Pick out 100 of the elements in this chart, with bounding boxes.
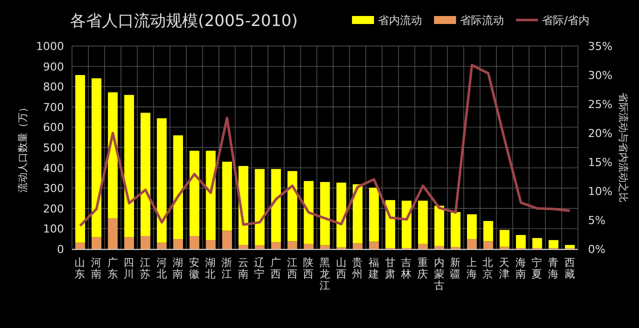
- bar: [369, 188, 379, 242]
- x-tick-label: 云南: [238, 257, 249, 280]
- x-tick-label: 山东: [74, 256, 86, 280]
- x-tick-label: 黑龙江: [320, 257, 330, 292]
- y2-tick-label: 10%: [588, 185, 612, 198]
- x-tick-label: 山西: [336, 256, 347, 280]
- x-tick-label: 陕西: [303, 257, 314, 280]
- x-tick-label: 广西: [270, 256, 282, 280]
- bar: [320, 245, 330, 249]
- y-tick-label: 1000: [36, 40, 64, 53]
- x-tick-label: 辽宁: [254, 257, 266, 280]
- x-tick-label: 新疆: [450, 256, 462, 280]
- y-axis-title: 流动人口数量（万）: [17, 102, 29, 192]
- bar: [434, 206, 444, 246]
- bar: [190, 150, 200, 236]
- bar: [124, 94, 134, 238]
- bar: [108, 218, 118, 249]
- x-tick-label: 湖南: [172, 257, 184, 280]
- y2-axis-title: 省际流动与省内流动之比: [617, 92, 629, 202]
- bar: [516, 234, 526, 248]
- bar: [369, 242, 379, 249]
- bar: [352, 243, 363, 249]
- bar: [156, 118, 167, 243]
- x-tick-label: 广东: [107, 256, 118, 280]
- x-tick-label: 重庆: [417, 256, 428, 280]
- x-tick-label: 天津: [499, 257, 510, 280]
- x-tick-label: 北京: [482, 256, 494, 280]
- bar: [254, 245, 265, 249]
- bar: [271, 169, 281, 242]
- bar: [483, 241, 494, 249]
- y-tick-label: 500: [43, 142, 64, 154]
- x-tick-label: 吉林: [400, 256, 412, 280]
- bar: [287, 241, 298, 249]
- bar: [222, 162, 232, 231]
- bar: [238, 244, 248, 249]
- x-tick-label: 贵州: [352, 256, 364, 280]
- y-tick-label: 900: [43, 60, 64, 74]
- bar: [467, 214, 477, 240]
- y-tick-label: 300: [43, 182, 64, 196]
- chart-title: 各省人口流动规模(2005-2010): [70, 11, 298, 30]
- y2-tick-label: 20%: [588, 127, 612, 140]
- bar: [287, 171, 298, 242]
- bar: [222, 230, 232, 249]
- y2-tick-label: 15%: [588, 156, 612, 169]
- y-tick-label: 200: [43, 202, 64, 216]
- bar: [92, 237, 102, 249]
- bar: [467, 239, 477, 249]
- bar: [434, 246, 444, 249]
- bar: [140, 112, 150, 236]
- y-tick-label: 400: [43, 162, 64, 175]
- bar: [336, 182, 346, 248]
- bar: [271, 242, 281, 249]
- bar: [206, 240, 216, 249]
- x-tick-label: 青海: [548, 256, 560, 280]
- x-tick-label: 湖北: [205, 257, 216, 280]
- x-tick-label: 上海: [466, 256, 478, 280]
- bar: [254, 169, 265, 246]
- x-tick-label: 江苏: [140, 257, 151, 280]
- y-tick-label: 700: [43, 100, 64, 114]
- bar: [92, 78, 102, 238]
- bar: [304, 244, 314, 249]
- bar: [532, 238, 542, 248]
- bar: [320, 182, 330, 246]
- x-tick-label: 安徽: [188, 256, 200, 280]
- x-tick-label: 西藏: [564, 257, 576, 280]
- y-tick-label: 100: [43, 222, 64, 236]
- x-tick-label: 福建: [367, 256, 380, 280]
- bar: [173, 239, 183, 249]
- x-tick-label: 江西: [286, 257, 298, 280]
- bar: [173, 135, 183, 240]
- y2-tick-label: 25%: [588, 98, 612, 111]
- bar: [190, 236, 200, 249]
- x-tick-label: 浙江: [222, 256, 233, 280]
- y-tick-label: 800: [43, 80, 64, 94]
- bar: [450, 212, 460, 247]
- x-tick-label: 河南: [90, 257, 102, 280]
- bar: [304, 180, 314, 244]
- y2-tick-label: 0%: [588, 243, 606, 256]
- legend-label: 省内流动: [378, 14, 422, 27]
- x-tick-label: 四川: [124, 257, 135, 280]
- x-tick-label: 河北: [156, 257, 168, 280]
- bar: [500, 230, 510, 247]
- bar: [483, 220, 494, 242]
- y2-tick-label: 5%: [588, 214, 606, 227]
- y2-tick-label: 35%: [588, 40, 612, 53]
- y2-tick-label: 30%: [588, 69, 612, 82]
- bar: [352, 184, 363, 244]
- bar: [75, 242, 86, 249]
- x-tick-label: 宁夏: [532, 256, 543, 280]
- x-tick-label: 甘肃: [384, 256, 396, 280]
- bar: [156, 242, 167, 249]
- bar: [418, 200, 428, 244]
- bar: [124, 237, 134, 249]
- y-tick-label: 600: [43, 121, 64, 134]
- bar: [75, 75, 86, 243]
- x-tick-label: 海南: [515, 257, 526, 280]
- legend-label: 省际/省内: [542, 14, 590, 27]
- bar: [418, 244, 428, 249]
- bar: [564, 244, 575, 248]
- line-series: [78, 64, 572, 228]
